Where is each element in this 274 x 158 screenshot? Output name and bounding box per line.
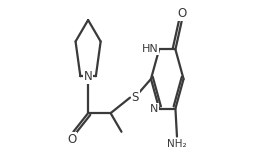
Text: O: O (177, 7, 186, 20)
Text: NH₂: NH₂ (167, 139, 187, 149)
Text: S: S (132, 91, 139, 104)
Text: N: N (84, 70, 93, 83)
Text: O: O (67, 133, 76, 146)
Text: HN: HN (142, 44, 158, 54)
Text: N: N (150, 104, 158, 114)
